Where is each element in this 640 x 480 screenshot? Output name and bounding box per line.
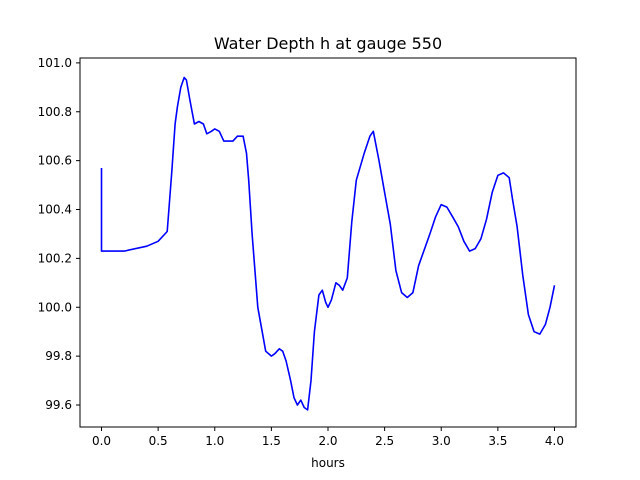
x-tick-label: 2.5 xyxy=(375,434,394,448)
x-tick-label: 1.0 xyxy=(205,434,224,448)
y-tick-label: 100.8 xyxy=(38,105,72,119)
x-tick-label: 3.0 xyxy=(432,434,451,448)
plot-layer xyxy=(100,76,556,411)
x-tick-label: 0.0 xyxy=(92,434,111,448)
y-tick-label: 100.6 xyxy=(38,154,72,168)
x-axis: 0.0 0.5 1.0 1.5 2.0 2.5 3.0 3.5 4.0 xyxy=(92,427,564,448)
x-tick-label: 3.5 xyxy=(488,434,507,448)
y-tick-label: 99.8 xyxy=(45,349,72,363)
x-tick-label: 0.5 xyxy=(149,434,168,448)
x-tick-label: 2.0 xyxy=(318,434,337,448)
y-tick-label: 101.0 xyxy=(38,56,72,70)
x-tick-label: 1.5 xyxy=(262,434,281,448)
series-line-1 xyxy=(100,76,556,411)
y-tick-label: 100.4 xyxy=(38,203,72,217)
y-tick-label: 100.0 xyxy=(38,300,72,314)
x-tick-label: 4.0 xyxy=(545,434,564,448)
chart-title: Water Depth h at gauge 550 xyxy=(214,34,442,53)
x-axis-label: hours xyxy=(311,456,345,470)
y-tick-label: 99.6 xyxy=(45,398,72,412)
y-tick-label: 100.2 xyxy=(38,251,72,265)
y-axis: 99.6 99.8 100.0 100.2 100.4 100.6 100.8 101.0 xyxy=(38,56,80,412)
